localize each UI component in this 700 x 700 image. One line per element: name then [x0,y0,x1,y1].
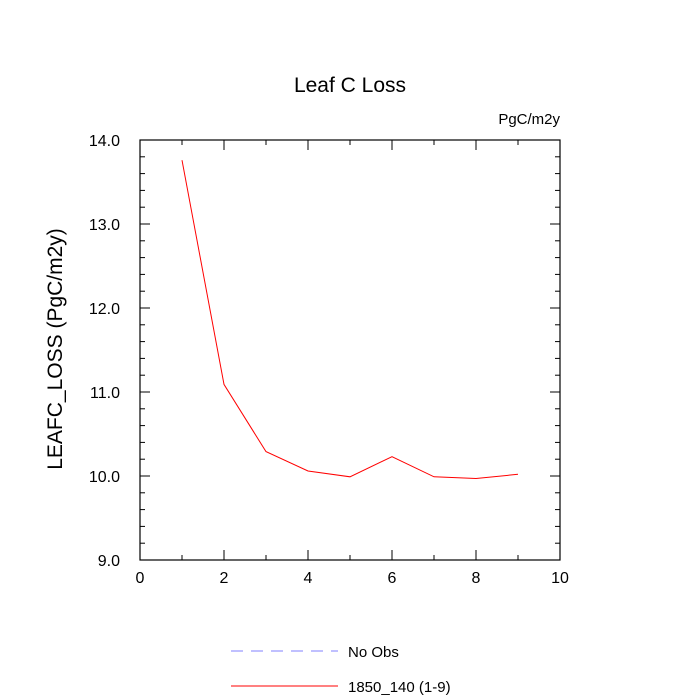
legend: No Obs 1850_140 (1-9) [231,644,451,696]
x-tick-label: 6 [388,570,397,587]
y-tick-label: 11.0 [90,385,120,402]
y-axis-label: LEAFC_LOSS (PgC/m2y) [44,228,67,470]
y-tick-label: 10.0 [89,469,120,486]
chart-title: Leaf C Loss [294,74,406,97]
y-tick-label: 9.0 [98,553,120,570]
x-tick-label: 10 [551,570,569,587]
y-tick-label: 13.0 [89,217,120,234]
x-tick-label: 4 [304,570,313,587]
axes: 0 2 4 6 8 10 9.0 10.0 11.0 12.0 13.0 14.0 [89,133,569,587]
legend-label: No Obs [348,644,399,661]
series-layer [181,160,519,480]
legend-label: 1850_140 (1-9) [348,679,451,696]
x-tick-label: 2 [220,570,229,587]
units-label: PgC/m2y [498,111,560,128]
plot-frame [139,139,561,561]
y-tick-label: 12.0 [89,301,120,318]
x-tick-label: 8 [472,570,481,587]
series-line [181,160,519,480]
y-tick-label: 14.0 [89,133,120,150]
x-tick-label: 0 [136,570,145,587]
